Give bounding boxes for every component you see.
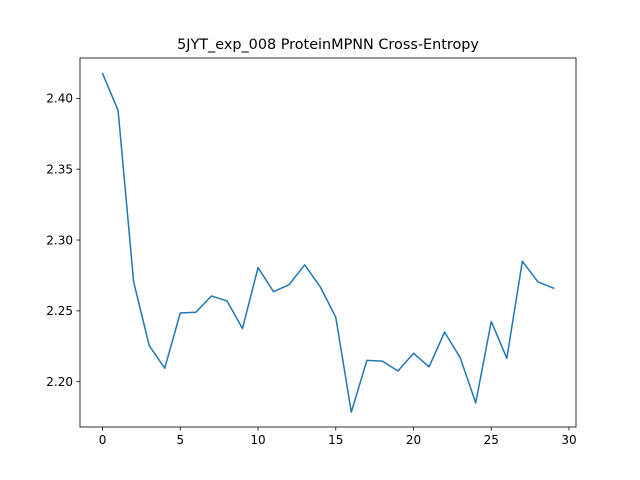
y-tick-label: 2.25 — [46, 304, 73, 318]
x-tick-label: 5 — [176, 433, 184, 447]
axes-frame — [79, 57, 577, 428]
x-tick-label: 25 — [484, 433, 499, 447]
y-tick-label: 2.40 — [46, 92, 73, 106]
y-tick-label: 2.20 — [46, 375, 73, 389]
series-line-0 — [101, 72, 555, 413]
y-axis: 2.20 2.25 2.30 2.35 2.40 — [46, 92, 80, 389]
chart-title: 5JYT_exp_008 ProteinMPNN Cross-Entropy — [177, 37, 479, 53]
x-axis: 0 5 10 15 20 25 30 — [99, 427, 577, 447]
x-tick-label: 10 — [250, 433, 265, 447]
x-tick-label: 15 — [328, 433, 343, 447]
x-tick-label: 30 — [561, 433, 576, 447]
x-tick-label: 20 — [406, 433, 421, 447]
y-tick-label: 2.35 — [46, 162, 73, 176]
y-tick-label: 2.30 — [46, 233, 73, 247]
x-tick-label: 0 — [99, 433, 107, 447]
plot-area — [101, 72, 555, 413]
